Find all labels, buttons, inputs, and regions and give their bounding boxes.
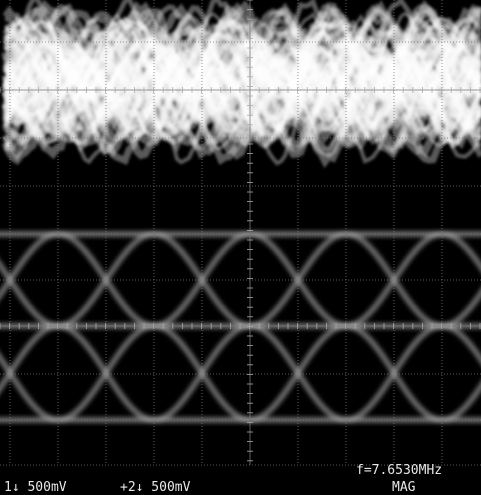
oscilloscope-screen: 1↓ 500mV +2↓ 500mV f=7.6530MHz MAG — [0, 0, 481, 495]
page: 1↓ 500mV +2↓ 500mV f=7.6530MHz MAG (() =… — [0, 0, 481, 495]
channel2-scale: +2↓ 500mV — [120, 480, 191, 495]
frequency-readout: f=7.6530MHz — [356, 463, 442, 478]
channel1-trace — [5, 0, 481, 163]
channel1-scale: 1↓ 500mV — [4, 480, 67, 495]
mode-readout: MAG — [392, 480, 416, 495]
